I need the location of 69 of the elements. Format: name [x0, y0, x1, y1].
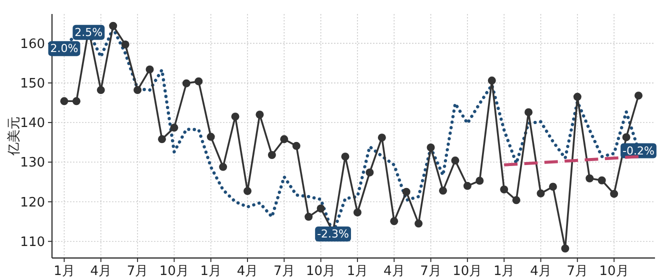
x-tick-label: 4月 [383, 264, 405, 279]
point [573, 92, 582, 101]
point [598, 176, 606, 184]
point [231, 112, 240, 121]
point [610, 190, 618, 198]
point [109, 22, 118, 30]
point [182, 79, 190, 88]
x-tick-label: 10月 [306, 264, 336, 279]
x-tick-label: 4月 [90, 264, 112, 279]
point [158, 135, 166, 144]
y-tick-label: 110 [20, 234, 45, 250]
point [353, 208, 362, 216]
y-tick-label: 160 [20, 36, 45, 52]
point [219, 162, 228, 171]
x-tick-label: 7月 [566, 264, 588, 279]
x-tick-label: 10月 [159, 264, 189, 279]
point [341, 152, 350, 161]
x-tick-label: 1月 [200, 264, 222, 279]
point [512, 196, 520, 204]
point [170, 124, 178, 132]
point [414, 220, 423, 228]
point [206, 132, 215, 141]
x-tick-label: 4月 [530, 264, 552, 279]
point [622, 133, 630, 142]
point [488, 76, 496, 85]
point [280, 135, 288, 144]
point [96, 86, 105, 94]
y-axis-title: 亿美元 [6, 116, 22, 156]
point [72, 97, 80, 106]
y-tick-label: 130 [20, 156, 45, 171]
point [366, 168, 374, 176]
point [476, 176, 484, 185]
x-tick-label: 10月 [452, 264, 482, 279]
point [378, 134, 386, 142]
point [536, 189, 545, 198]
point [194, 77, 203, 86]
point [500, 185, 508, 194]
x-tick-label: 1月 [493, 264, 515, 279]
point [390, 217, 398, 226]
x-tick-label: 7月 [274, 264, 295, 279]
point [268, 151, 276, 160]
point [402, 188, 410, 196]
point [244, 187, 252, 196]
point [60, 97, 68, 106]
point [121, 40, 130, 48]
x-tick-label: 10月 [599, 264, 629, 279]
point [561, 244, 570, 252]
x-tick-label: 4月 [236, 264, 258, 279]
point [439, 186, 448, 195]
y-tick-label: 140 [20, 116, 45, 132]
point [134, 86, 142, 94]
point [426, 143, 435, 152]
y-tick-label: 150 [20, 76, 45, 92]
x-tick-label: 7月 [126, 264, 148, 279]
point [316, 204, 325, 212]
point [451, 156, 460, 165]
point [146, 65, 154, 74]
point [524, 108, 533, 116]
point [256, 110, 264, 119]
point [586, 174, 594, 182]
point [304, 212, 313, 221]
x-tick-label: 1月 [54, 264, 75, 279]
point [292, 142, 300, 150]
point [463, 182, 472, 190]
point [634, 92, 643, 100]
y-tick-label: 120 [20, 195, 45, 210]
point [548, 182, 557, 191]
x-tick-label: 1月 [346, 264, 368, 279]
x-tick-label: 7月 [420, 264, 442, 279]
